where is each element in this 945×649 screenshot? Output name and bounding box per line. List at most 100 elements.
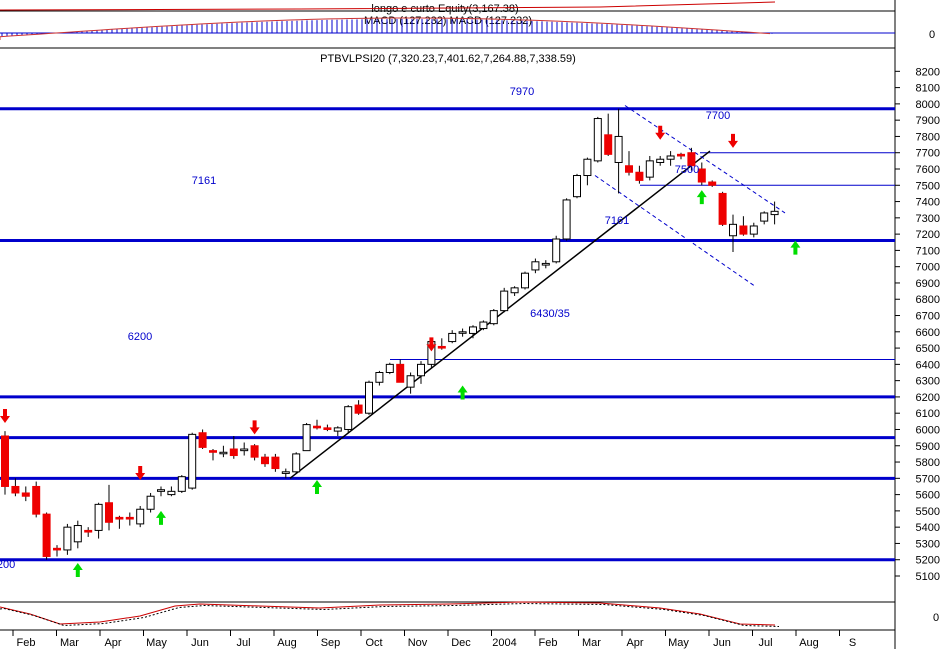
candle-body — [333, 427, 342, 432]
price-panel: PTBVLPSI20 (7,320.23,7,401.62,7,264.88,7… — [0, 53, 940, 603]
candle-body — [188, 433, 197, 489]
candle-body — [437, 345, 446, 349]
x-tick-label: Feb — [539, 637, 558, 649]
level-label: 7161 — [192, 175, 216, 187]
candle-body — [614, 135, 623, 163]
candle-body — [354, 404, 363, 414]
y-tick-label: 7200 — [916, 229, 940, 241]
x-tick-label: Apr — [104, 637, 121, 649]
y-tick-label: 7900 — [916, 115, 940, 127]
y-tick-label: 6000 — [916, 424, 940, 436]
candle-body — [271, 456, 280, 470]
x-tick-label: S — [849, 637, 856, 649]
thin-levels — [390, 152, 895, 360]
candle-body — [261, 456, 269, 465]
x-tick-label: Oct — [365, 637, 382, 649]
y-tick-label: 6300 — [916, 376, 940, 388]
y-tick-label: 7700 — [916, 148, 940, 160]
candle-body — [656, 158, 665, 163]
sell-signal-arrow — [728, 133, 738, 148]
candle-body — [749, 225, 758, 235]
signal-arrows — [0, 125, 801, 577]
y-tick-label: 7300 — [916, 213, 940, 225]
candle-body — [73, 525, 82, 543]
candle-body — [146, 495, 155, 510]
candle-body — [105, 502, 113, 523]
level-label: 6430/35 — [530, 308, 570, 320]
candle-body — [323, 427, 332, 430]
x-tick-label: Dec — [451, 637, 471, 649]
candle-body — [250, 445, 259, 458]
candle-body — [417, 363, 425, 377]
candle-body — [552, 238, 561, 263]
candle-body — [469, 326, 477, 334]
y-tick-label: 7800 — [916, 131, 940, 143]
candle-body — [448, 332, 457, 343]
candle-body — [42, 513, 51, 557]
chart-title: PTBVLPSI20 (7,320.23,7,401.62,7,264.88,7… — [320, 53, 576, 65]
candle-body — [281, 471, 290, 474]
y-tick-label: 7100 — [916, 245, 940, 257]
buy-signal-arrow — [156, 510, 166, 525]
macd-histogram — [0, 1, 895, 40]
candle-body — [500, 290, 509, 312]
candle-body — [84, 529, 93, 533]
candle-body — [21, 492, 30, 497]
candle-body — [229, 448, 238, 457]
candle-body — [385, 363, 394, 373]
candle-body — [302, 424, 311, 452]
y-tick-label: 8200 — [916, 66, 940, 78]
candle-body — [313, 425, 321, 429]
y-tick-label: 7000 — [916, 262, 940, 274]
x-tick-label: Feb — [17, 637, 36, 649]
sell-signal-arrow — [249, 420, 260, 435]
buy-signal-arrow — [790, 240, 801, 255]
equity-line — [0, 1, 776, 11]
level-label: 6200 — [128, 331, 152, 343]
candle-body — [53, 547, 61, 551]
candle-body — [136, 508, 145, 525]
x-tick-label: Mar — [582, 637, 601, 649]
candle-body — [541, 262, 550, 266]
candle-body — [510, 287, 519, 294]
buy-signal-arrow — [457, 385, 468, 400]
candle-body — [11, 485, 20, 494]
top-axis-zero: 0 — [929, 29, 935, 41]
candle-body — [198, 432, 207, 448]
candle-body — [209, 450, 217, 453]
y-tick-label: 7600 — [916, 164, 940, 176]
x-tick-label: Aug — [277, 637, 297, 649]
candle-body — [583, 158, 592, 177]
y-tick-label: 6700 — [916, 311, 940, 323]
sell-signal-arrow — [426, 337, 437, 352]
oscillator-line — [0, 601, 776, 626]
candle-body — [375, 372, 384, 383]
y-tick-label: 7500 — [916, 180, 940, 192]
x-tick-label: Jun — [713, 637, 731, 649]
x-tick-label: Jun — [191, 637, 209, 649]
candle-body — [562, 199, 571, 240]
y-tick-label: 6800 — [916, 294, 940, 306]
support-resistance-levels — [0, 107, 895, 562]
candle-body — [573, 175, 581, 198]
sell-signal-arrow — [655, 125, 666, 140]
candle-body — [406, 375, 415, 388]
candle-body — [593, 118, 602, 162]
x-tick-label: Jul — [236, 637, 250, 649]
candle-body — [718, 192, 727, 225]
candle-body — [167, 490, 176, 496]
candle-body — [240, 448, 249, 452]
candle-body — [604, 134, 613, 155]
x-tick-label: Apr — [626, 637, 643, 649]
candle-body — [1, 435, 9, 487]
candle-body — [531, 261, 540, 271]
y-tick-label: 5800 — [916, 457, 940, 469]
candle-body — [458, 331, 467, 334]
y-axis: 5100 5200 5300 5400 5500 5600 5700 5800 5900 6000… — [895, 66, 940, 583]
level-label: 7970 — [510, 86, 534, 98]
equity-label: longo e curto Equity(3,167.38) — [371, 3, 518, 15]
candle-body — [687, 152, 696, 167]
buy-signal-arrow — [696, 190, 707, 205]
candle-body — [770, 210, 779, 216]
